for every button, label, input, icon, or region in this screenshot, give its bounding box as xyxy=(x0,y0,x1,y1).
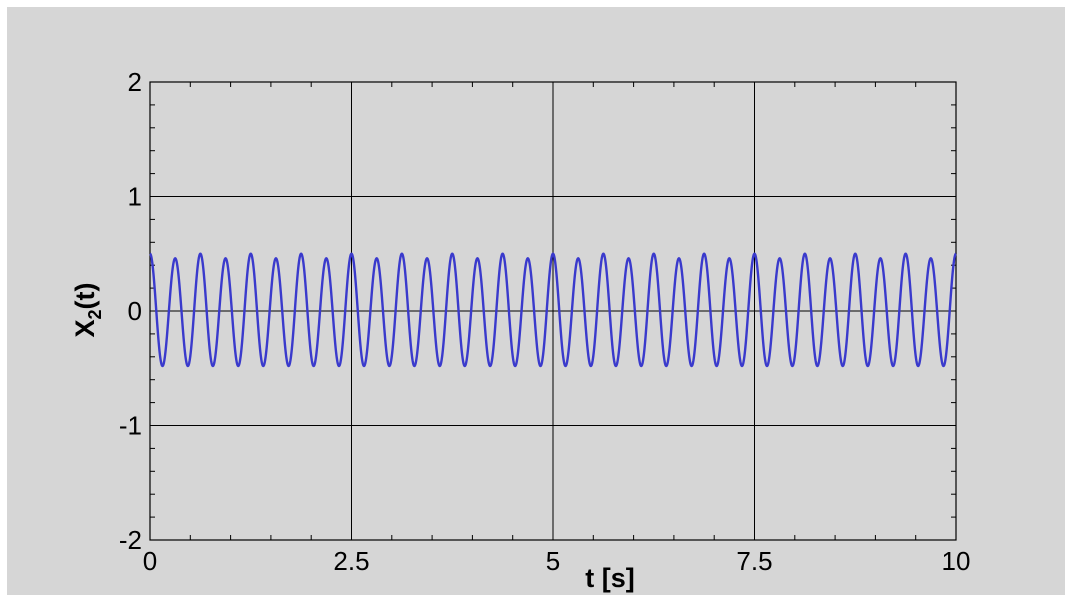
y-axis-title: X2(t) xyxy=(70,282,105,337)
y-tick-labels: -2 -1 0 1 2 xyxy=(119,67,142,555)
chart-background xyxy=(7,7,1065,595)
y-tick-label: 0 xyxy=(128,296,142,326)
x-tick-label: 7.5 xyxy=(736,546,772,576)
y-axis-title-rest: (t) xyxy=(70,282,100,309)
x-axis-title: t [s] xyxy=(585,563,635,593)
y-axis-title-main: X xyxy=(70,319,100,337)
x-tick-label: 2.5 xyxy=(333,546,369,576)
x-tick-label: 10 xyxy=(942,546,971,576)
y-tick-label: -1 xyxy=(119,411,142,441)
series-line xyxy=(149,252,957,368)
y-tick-label: 1 xyxy=(128,182,142,212)
y-tick-label: -2 xyxy=(119,525,142,555)
grid xyxy=(149,81,957,541)
x-tick-labels: 0 2.5 5 7.5 10 xyxy=(143,546,971,576)
x-tick-label: 5 xyxy=(546,546,560,576)
y-axis-title-subscript: 2 xyxy=(85,309,105,319)
y-tick-label: 2 xyxy=(128,67,142,97)
x-tick-label: 0 xyxy=(143,546,157,576)
